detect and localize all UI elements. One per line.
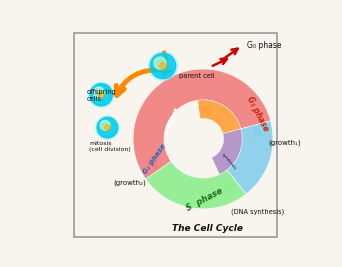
Circle shape [93,87,104,98]
Text: G₀ phase: G₀ phase [247,41,282,50]
Circle shape [105,125,110,130]
Polygon shape [198,100,241,134]
Circle shape [150,53,176,79]
Polygon shape [212,129,242,174]
Circle shape [148,51,177,81]
Circle shape [90,84,113,106]
Circle shape [89,82,114,108]
Text: M Phase: M Phase [166,107,180,136]
Circle shape [100,120,110,130]
Text: synthesis: synthesis [221,152,237,170]
Text: parent cell: parent cell [180,73,215,79]
Circle shape [154,57,166,69]
Circle shape [96,116,119,139]
Text: S  phase: S phase [184,186,224,213]
Text: (growth₂): (growth₂) [114,180,146,186]
Text: The Cell Cycle: The Cell Cycle [172,224,242,233]
Text: offspring
cells: offspring cells [87,89,117,102]
Text: G₂ phase: G₂ phase [142,142,167,175]
Text: (growth₁): (growth₁) [268,140,301,146]
Circle shape [98,92,104,98]
Text: (DNA synthesis): (DNA synthesis) [231,209,284,215]
Text: mitosis
(cell division): mitosis (cell division) [89,141,131,152]
Text: G₁ phase: G₁ phase [245,95,270,133]
Polygon shape [227,121,273,194]
Circle shape [97,117,118,138]
Polygon shape [146,161,246,209]
Circle shape [160,63,166,69]
Polygon shape [133,69,271,179]
